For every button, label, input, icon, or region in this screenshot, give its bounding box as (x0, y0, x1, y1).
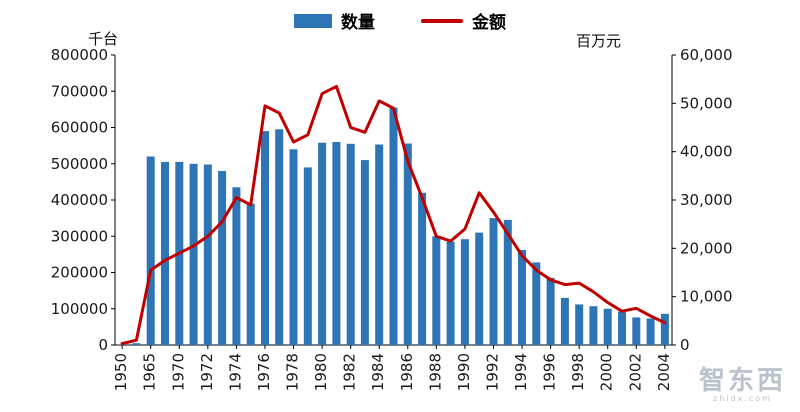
quantity-bar (618, 311, 626, 345)
legend-quantity-swatch (294, 13, 332, 28)
quantity-bar (489, 218, 498, 345)
legend-amount-label: 金额 (472, 13, 506, 33)
right-axis-tick-label: 10,000 (680, 288, 733, 306)
left-axis-tick-label: 300000 (51, 227, 108, 245)
quantity-bar (603, 308, 612, 346)
quantity-bar (503, 219, 512, 345)
x-axis-tick-label: 1972 (198, 353, 216, 391)
quantity-bar (318, 142, 327, 345)
right-axis-tick-label: 30,000 (680, 191, 733, 209)
quantity-bar (575, 304, 584, 345)
legend-item-quantity: 数量 (294, 8, 375, 33)
x-axis-tick-label: 1980 (312, 353, 330, 391)
x-axis-tick-label: 1996 (541, 353, 559, 391)
x-axis-tick-label: 1990 (455, 353, 473, 391)
right-axis-tick-label: 60,000 (680, 46, 733, 64)
watermark-subtext: zhidx.com (713, 394, 772, 404)
x-axis-tick-label: 2002 (626, 353, 644, 391)
quantity-bar (532, 262, 541, 345)
x-axis-tick-label: 1984 (369, 353, 387, 391)
quantity-bar (261, 131, 269, 345)
right-axis-tick-label: 40,000 (680, 143, 733, 161)
left-axis-tick-label: 100000 (51, 300, 108, 318)
amount-line (120, 84, 667, 346)
x-axis-tick-label: 2004 (655, 353, 673, 391)
left-axis-tick-label: 200000 (51, 264, 108, 282)
quantity-bar (546, 277, 555, 345)
quantity-bar (246, 203, 255, 345)
quantity-bar (289, 149, 298, 346)
x-axis-tick-label: 1978 (284, 353, 302, 391)
quantity-bar (632, 317, 641, 345)
quantity-bar (475, 232, 484, 345)
quantity-bar (389, 107, 398, 345)
left-axis-tick-label: 700000 (51, 82, 108, 100)
x-axis-tick-label: 1994 (512, 353, 530, 391)
x-axis-tick-label: 1970 (169, 353, 187, 391)
left-axis-tick-label: 800000 (51, 46, 108, 64)
chart-legend: 数量 金额 (0, 8, 800, 33)
quantity-bar (346, 143, 355, 345)
legend-amount-swatch (421, 18, 463, 23)
quantity-bar (646, 318, 655, 345)
right-axis-tick-label: 50,000 (680, 94, 733, 112)
x-axis-tick-label: 1974 (226, 353, 244, 391)
quantity-bar (146, 156, 155, 345)
x-axis-tick-label: 1982 (341, 353, 359, 391)
quantity-bar (518, 250, 526, 345)
quantity-bar (132, 343, 141, 345)
quantity-bar (189, 163, 198, 346)
quantity-bar (460, 239, 469, 345)
quantity-bar (432, 236, 441, 346)
left-axis-tick-label: 0 (98, 336, 108, 354)
x-axis-tick-label: 1992 (483, 353, 501, 391)
quantity-bar (403, 143, 412, 345)
quantity-bar (446, 241, 455, 345)
legend-quantity-label: 数量 (341, 13, 375, 33)
quantity-bar (218, 171, 227, 345)
legend-item-amount: 金额 (421, 8, 506, 33)
x-axis-tick-label: 1976 (255, 353, 273, 391)
quantity-bar (332, 142, 341, 345)
quantity-bar (418, 192, 427, 346)
left-axis-tick-label: 400000 (51, 191, 108, 209)
x-axis-tick-label: 1988 (426, 353, 444, 391)
x-axis-tick-label: 1950 (112, 353, 130, 391)
left-axis-tick-label: 500000 (51, 155, 108, 173)
quantity-bar (360, 160, 369, 345)
quantity-bar (203, 164, 212, 345)
right-axis-tick-label: 20,000 (680, 239, 733, 257)
right-axis-tick-label: 0 (680, 336, 690, 354)
quantity-bar (303, 167, 312, 345)
x-axis-tick-label: 1965 (141, 353, 159, 391)
x-axis-tick-label: 2000 (598, 353, 616, 391)
left-axis-tick-label: 600000 (51, 119, 108, 137)
watermark: 智东西 zhidx.com (699, 367, 786, 404)
x-axis-tick-label: 1998 (569, 353, 587, 391)
quantity-bar (232, 187, 241, 345)
x-axis-tick-label: 1986 (398, 353, 416, 391)
quantity-bar (375, 144, 384, 345)
watermark-logo-text: 智东西 (698, 365, 786, 396)
left-axis-title: 千台 (88, 30, 119, 48)
quantity-bar (275, 129, 284, 345)
quantity-bar (589, 306, 598, 345)
right-axis-title: 百万元 (576, 32, 622, 50)
quantity-bar (161, 161, 169, 345)
quantity-bar (660, 313, 669, 345)
quantity-bar (560, 297, 569, 345)
